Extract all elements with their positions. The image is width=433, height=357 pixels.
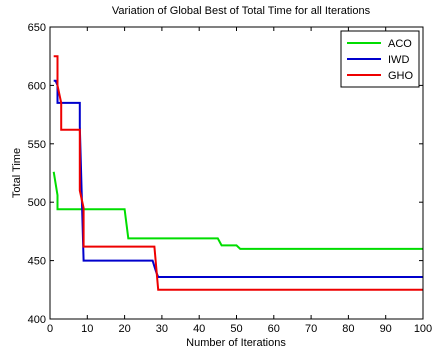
x-tick-label: 60 bbox=[268, 323, 280, 335]
x-axis: 0 10 20 30 40 50 60 70 80 90 100 bbox=[47, 27, 432, 335]
x-tick-label: 40 bbox=[193, 323, 205, 335]
series-line-gho bbox=[53, 55, 423, 291]
chart-title: Variation of Global Best of Total Time f… bbox=[112, 5, 371, 17]
legend: ACO IWD GHO bbox=[340, 30, 420, 88]
y-tick-label: 400 bbox=[28, 314, 46, 326]
x-tick-label: 50 bbox=[230, 323, 242, 335]
y-tick-label: 650 bbox=[28, 22, 46, 34]
series-layer bbox=[52, 55, 423, 291]
series-line-aco bbox=[52, 171, 423, 250]
legend-label-gho: GHO bbox=[388, 70, 414, 82]
x-axis-label: Number of Iterations bbox=[186, 337, 286, 349]
x-tick-label: 100 bbox=[414, 323, 432, 335]
y-axis-label: Total Time bbox=[11, 148, 23, 198]
x-tick-label: 30 bbox=[156, 323, 168, 335]
x-tick-label: 80 bbox=[342, 323, 354, 335]
y-tick-label: 600 bbox=[28, 80, 46, 92]
x-tick-label: 20 bbox=[118, 323, 130, 335]
x-tick-label: 70 bbox=[305, 323, 317, 335]
x-tick-label: 0 bbox=[47, 323, 53, 335]
y-tick-label: 500 bbox=[28, 197, 46, 209]
y-tick-label: 450 bbox=[28, 256, 46, 268]
y-tick-label: 550 bbox=[28, 139, 46, 151]
x-tick-label: 90 bbox=[380, 323, 392, 335]
y-axis: 400 450 500 550 600 650 bbox=[28, 22, 423, 326]
legend-label-aco: ACO bbox=[388, 38, 412, 50]
x-tick-label: 10 bbox=[81, 323, 93, 335]
legend-label-iwd: IWD bbox=[388, 54, 409, 66]
